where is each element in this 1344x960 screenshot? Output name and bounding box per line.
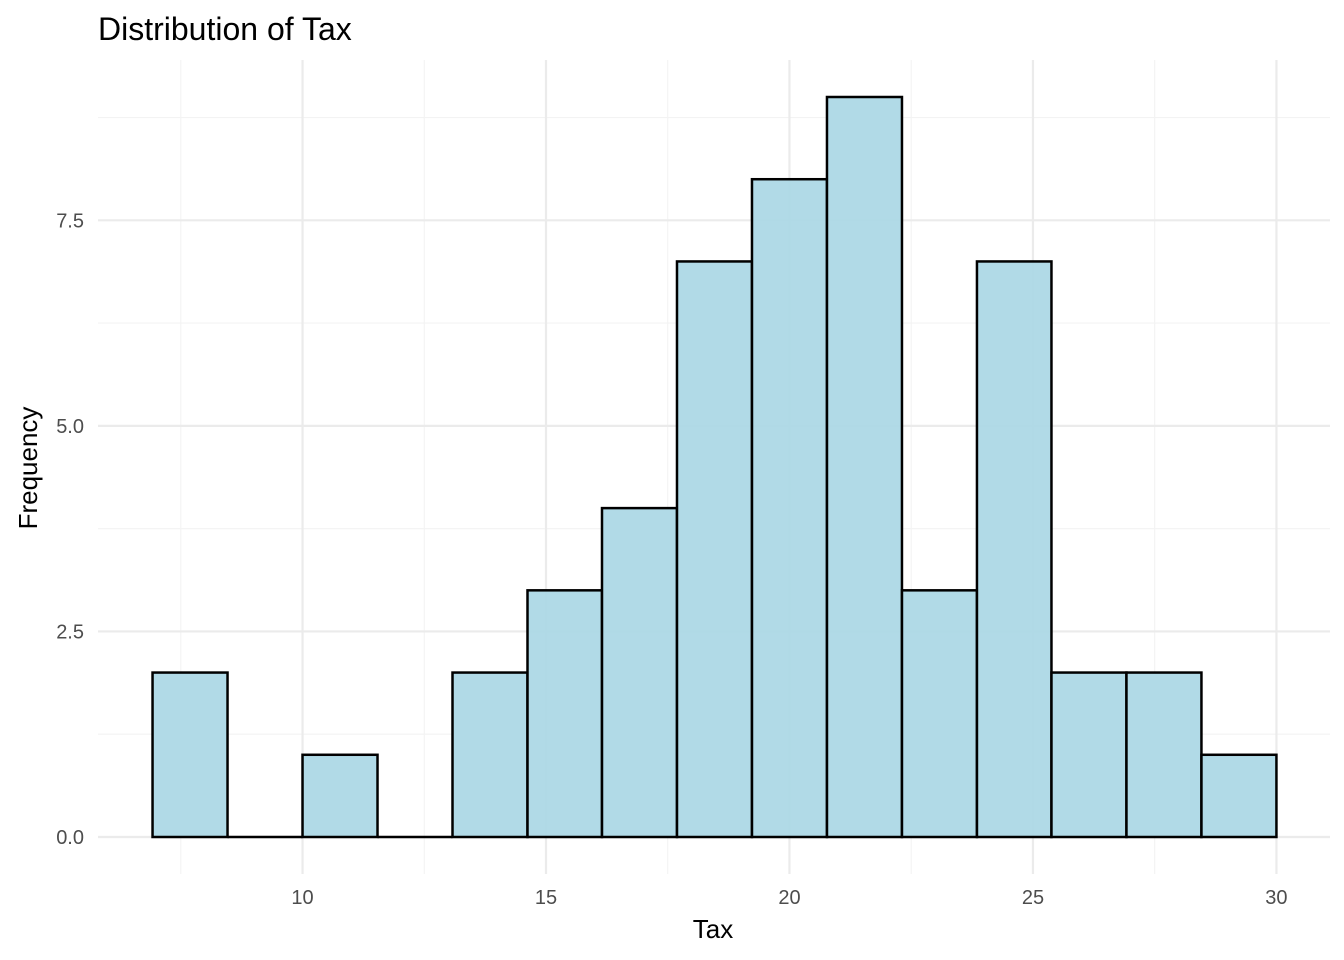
x-axis-label: Tax [693,914,733,944]
histogram-bar-0 [151,671,229,839]
y-tick-label-3: 7.5 [56,210,84,232]
histogram-bars [151,95,1278,839]
histogram-bar-10 [900,589,979,839]
histogram-bar-12 [1050,671,1128,839]
x-tick-label-4: 30 [1265,887,1287,909]
histogram-bar-8 [750,177,829,839]
histogram-bar-14 [1200,753,1278,839]
histogram-bar-6 [600,506,679,839]
histogram-bar-11 [975,260,1053,839]
histogram-bar-7 [675,260,754,839]
y-axis-ticks: 0.0 2.5 5.0 7.5 [56,210,84,849]
y-tick-label-1: 2.5 [56,621,84,643]
x-tick-label-3: 25 [1022,887,1044,909]
histogram-bar-4 [451,671,529,839]
y-axis-label: Frequency [13,407,43,530]
histogram-bar-5 [526,589,604,839]
x-axis-ticks: 10 15 20 25 30 [291,887,1287,909]
histogram-bar-13 [1125,671,1203,839]
histogram-bar-9 [825,95,904,839]
x-tick-label-1: 15 [535,887,557,909]
x-tick-label-2: 20 [778,887,800,909]
y-tick-label-2: 5.0 [56,416,84,438]
histogram-bar-2 [301,753,379,839]
chart-title: Distribution of Tax [98,11,352,47]
y-tick-label-0: 0.0 [56,827,84,849]
x-tick-label-0: 10 [291,887,313,909]
